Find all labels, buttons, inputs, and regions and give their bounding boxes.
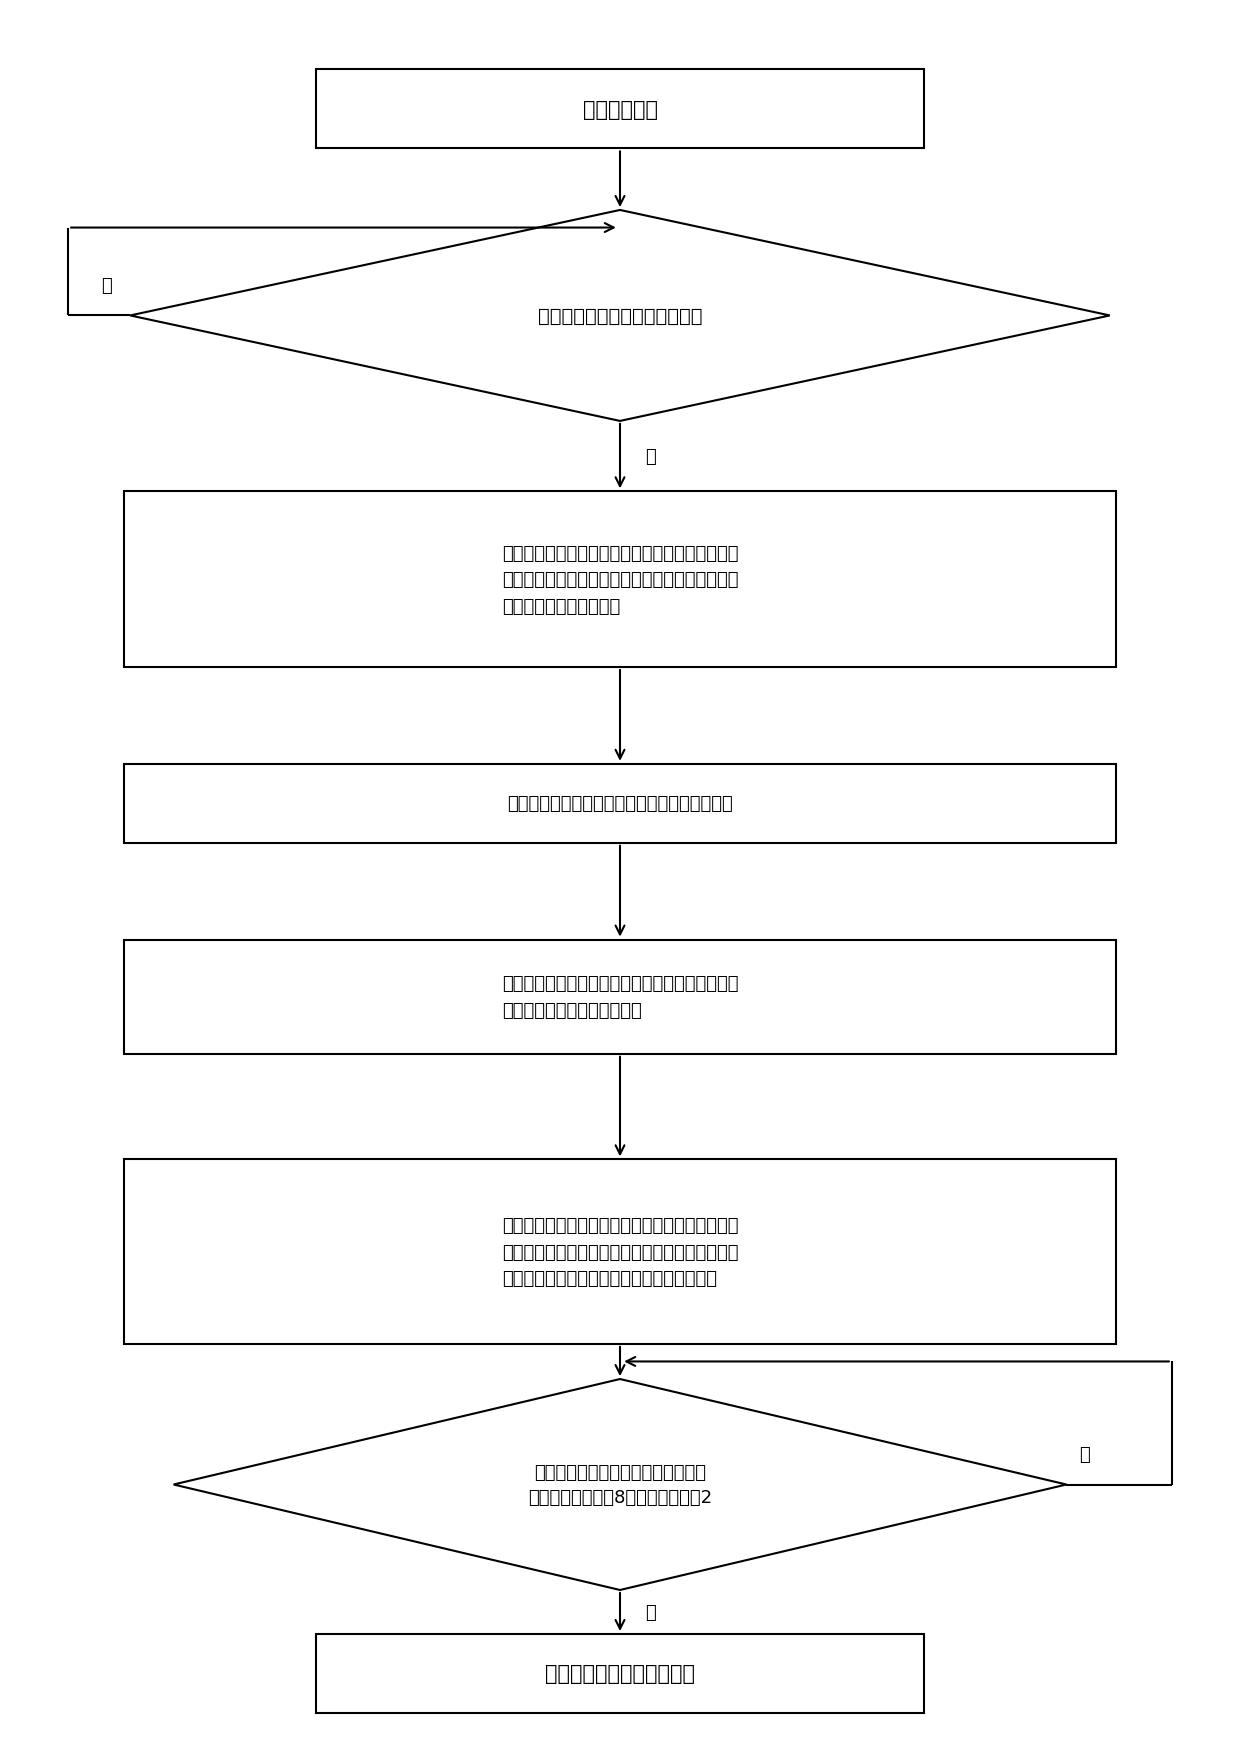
Text: 是: 是 [645,1602,656,1622]
Bar [124,492,1116,668]
Text: 根据最小二乘准则，利用干扰信号矩阵中的干扰信
号分量重构干扰信号时频谱图: 根据最小二乘准则，利用干扰信号矩阵中的干扰信 号分量重构干扰信号时频谱图 [502,975,738,1019]
Bar [124,940,1116,1054]
Text: 判断回波数据是否存在窄带干扰: 判断回波数据是否存在窄带干扰 [538,307,702,325]
Bar [316,70,924,149]
Text: 否: 否 [1079,1446,1090,1464]
Bar [124,764,1116,843]
Polygon shape [130,211,1110,422]
Text: 否: 否 [100,278,112,295]
Text: 根据存在窄带干扰的回波数据的列向量获得混合信
号时频谱图，并对混合信号时频谱图进行奇异值分
解，获得待分离信号矩阵: 根据存在窄带干扰的回波数据的列向量获得混合信 号时频谱图，并对混合信号时频谱图进… [502,545,738,615]
Text: 判断是否遍历完所有回波数据的列向
量，若是执行步骤8，否则执行步骤2: 判断是否遍历完所有回波数据的列向 量，若是执行步骤8，否则执行步骤2 [528,1464,712,1506]
Text: 获取回波数据: 获取回波数据 [583,100,657,119]
Bar [316,1634,924,1713]
Text: 是: 是 [645,448,656,466]
Text: 对待分离信号矩阵进行分离，获得干扰信号矩阵: 对待分离信号矩阵进行分离，获得干扰信号矩阵 [507,794,733,813]
Text: 获取剔除干扰后的回波数据: 获取剔除干扰后的回波数据 [546,1664,694,1683]
Text: 从混合信号时频谱图中剔除干扰信号得到有用信号
时频谱图，并对有用信号时频谱图进行逆短时傅里
叶变换，得到剔除干扰后的回波数据的列向量: 从混合信号时频谱图中剔除干扰信号得到有用信号 时频谱图，并对有用信号时频谱图进行… [502,1216,738,1288]
Polygon shape [174,1379,1066,1590]
Bar [124,1160,1116,1344]
